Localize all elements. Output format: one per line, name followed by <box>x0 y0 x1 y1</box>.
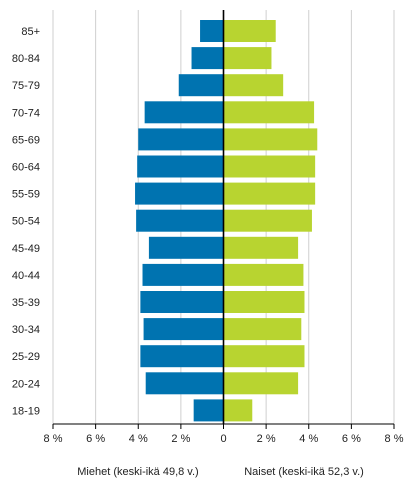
bar-men-60-64 <box>137 155 224 178</box>
bar-women-30-34 <box>223 318 302 341</box>
legend-label-men: Miehet (keski-ikä 49,8 v.) <box>77 466 198 478</box>
category-label: 85+ <box>21 26 40 38</box>
category-label: 50-54 <box>12 216 40 228</box>
bar-women-60-64 <box>223 155 316 178</box>
bar-women-70-74 <box>223 101 315 124</box>
x-tick-label: 0 <box>220 433 226 445</box>
x-axis: 8 % 6 % 4 % 2 % 0 2 % 4 % 6 % 8 % <box>44 10 404 445</box>
category-label: 25-29 <box>12 351 40 363</box>
x-tick-label: 6 % <box>342 433 361 445</box>
category-label: 40-44 <box>12 270 40 282</box>
bar-women-20-24 <box>223 372 299 395</box>
bar-men-80-84 <box>191 47 224 70</box>
bar-men-70-74 <box>144 101 224 124</box>
bars-layer <box>135 20 318 422</box>
x-tick-label: 8 % <box>385 433 404 445</box>
bar-men-40-44 <box>142 263 224 286</box>
bar-men-35-39 <box>140 291 224 313</box>
bar-women-65-69 <box>223 128 318 151</box>
bar-women-85+ <box>223 20 276 42</box>
bar-men-18-19 <box>193 399 224 422</box>
category-label: 55-59 <box>12 189 40 201</box>
bar-men-25-29 <box>140 345 224 368</box>
bar-women-50-54 <box>223 209 312 232</box>
x-tick-label: 6 % <box>86 433 105 445</box>
category-label: 80-84 <box>12 53 40 65</box>
x-tick-label: 4 % <box>129 433 148 445</box>
category-labels: 85+ 80-84 75-79 70-74 65-69 60-64 55-59 50-54 45… <box>12 26 40 417</box>
category-label: 18-19 <box>12 405 40 417</box>
bar-men-65-69 <box>138 128 224 151</box>
bar-women-18-19 <box>223 399 253 422</box>
x-tick-label: 4 % <box>299 433 318 445</box>
bar-men-45-49 <box>148 236 224 259</box>
x-tick-label: 2 % <box>171 433 190 445</box>
legend: Miehet (keski-ikä 49,8 v.) Naiset (keski… <box>77 466 364 478</box>
bar-women-40-44 <box>223 263 304 286</box>
category-label: 20-24 <box>12 378 40 390</box>
category-label: 30-34 <box>12 324 40 336</box>
bar-women-55-59 <box>223 182 316 205</box>
x-tick-label: 2 % <box>257 433 276 445</box>
bar-men-85+ <box>200 20 224 42</box>
bar-women-80-84 <box>223 47 272 70</box>
category-label: 65-69 <box>12 134 40 146</box>
category-label: 45-49 <box>12 243 40 255</box>
bar-men-50-54 <box>136 209 224 232</box>
bar-men-30-34 <box>143 318 224 341</box>
bar-men-75-79 <box>178 74 224 97</box>
x-tick-label: 8 % <box>44 433 63 445</box>
category-label: 70-74 <box>12 107 40 119</box>
bar-women-35-39 <box>223 291 305 313</box>
bar-men-20-24 <box>145 372 224 395</box>
bar-women-45-49 <box>223 236 299 259</box>
bar-men-55-59 <box>135 182 224 205</box>
category-label: 60-64 <box>12 162 40 174</box>
bar-women-25-29 <box>223 345 305 368</box>
category-label: 75-79 <box>12 80 40 92</box>
category-label: 35-39 <box>12 297 40 309</box>
bar-women-75-79 <box>223 74 284 97</box>
legend-label-women: Naiset (keski-ikä 52,3 v.) <box>244 466 364 478</box>
